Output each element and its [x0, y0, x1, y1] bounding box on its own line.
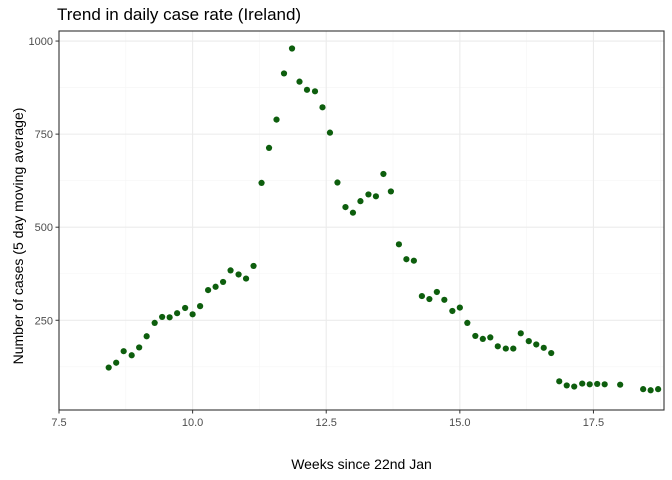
data-point — [196, 303, 204, 310]
data-point — [250, 262, 257, 270]
data-point — [380, 170, 387, 178]
x-tick-label: 10.0 — [182, 417, 203, 429]
data-point — [273, 116, 280, 123]
data-point — [563, 382, 570, 389]
data-point — [219, 278, 227, 286]
data-point — [464, 319, 471, 326]
data-point — [105, 364, 112, 371]
minor-gridlines — [59, 31, 664, 410]
data-point — [556, 378, 563, 385]
data-point — [120, 348, 127, 355]
data-point — [326, 129, 334, 136]
y-tick-label: 1000 — [29, 36, 53, 48]
data-point — [456, 304, 463, 311]
x-tick-label: 7.5 — [51, 417, 66, 429]
data-point — [258, 179, 265, 186]
data-point — [601, 381, 608, 388]
y-tick-label: 500 — [35, 222, 53, 234]
data-point — [212, 283, 219, 290]
data-point — [579, 380, 586, 387]
data-point — [449, 307, 456, 315]
data-point — [128, 352, 135, 359]
x-tick-label: 15.0 — [449, 417, 470, 429]
data-point — [433, 288, 440, 296]
data-point — [655, 386, 662, 393]
data-point — [479, 335, 486, 342]
data-point — [357, 198, 364, 205]
data-point — [189, 311, 196, 318]
data-point — [182, 304, 189, 312]
data-point — [647, 387, 654, 394]
x-axis: 7.5 10.0 12.5 15.0 17.5 — [51, 410, 604, 429]
data-point — [303, 86, 311, 93]
data-point — [136, 344, 143, 351]
chart-title: Trend in daily case rate (Ireland) — [57, 5, 302, 24]
data-point — [242, 275, 250, 282]
data-point — [540, 344, 547, 351]
data-point — [441, 296, 448, 303]
data-point — [280, 70, 288, 77]
data-point — [235, 271, 242, 278]
data-point — [517, 330, 524, 337]
data-point — [426, 295, 433, 303]
data-point — [640, 386, 647, 393]
data-point — [365, 191, 372, 198]
data-point — [586, 381, 593, 388]
data-point — [311, 88, 319, 95]
data-point — [418, 292, 425, 300]
data-point — [227, 267, 234, 274]
data-point — [319, 104, 326, 111]
x-tick-label: 12.5 — [316, 417, 337, 429]
data-point — [174, 310, 181, 317]
x-tick-label: 17.5 — [583, 417, 604, 429]
data-point — [403, 256, 410, 263]
data-point — [525, 338, 532, 345]
data-point — [205, 287, 212, 294]
data-points — [105, 45, 662, 394]
data-point — [159, 313, 166, 321]
data-point — [548, 349, 555, 357]
data-point — [487, 334, 494, 341]
data-point — [571, 383, 578, 390]
data-point — [502, 345, 509, 352]
data-point — [265, 144, 273, 152]
data-point — [166, 314, 173, 321]
y-tick-label: 750 — [35, 129, 53, 141]
data-point — [349, 209, 357, 216]
data-point — [143, 333, 150, 340]
panel-border — [58, 30, 665, 411]
data-point — [334, 179, 341, 186]
data-point — [494, 343, 501, 350]
data-point — [372, 193, 380, 200]
data-point — [296, 78, 303, 85]
x-axis-title: Weeks since 22nd Jan — [291, 456, 432, 472]
data-point — [533, 341, 540, 348]
data-point — [342, 203, 349, 211]
y-axis: 250 500 750 1000 — [29, 36, 59, 327]
data-point — [387, 188, 394, 195]
data-point — [594, 380, 601, 388]
data-point — [472, 332, 479, 340]
data-point — [510, 345, 517, 352]
y-tick-label: 250 — [35, 315, 53, 327]
data-point — [410, 257, 417, 264]
data-point — [617, 381, 624, 388]
data-point — [395, 241, 403, 248]
data-point — [288, 45, 296, 52]
data-point — [151, 319, 158, 326]
data-point — [113, 359, 120, 366]
